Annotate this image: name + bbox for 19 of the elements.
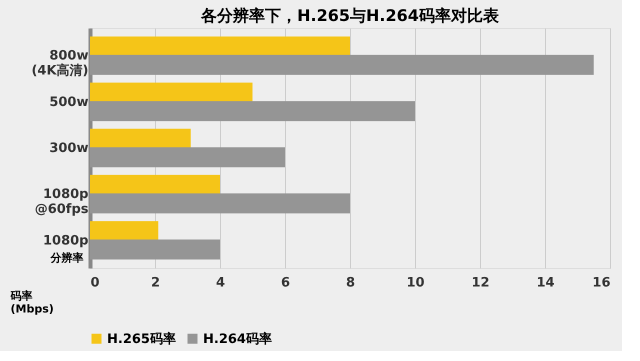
y-tick-label: 300w (49, 141, 88, 156)
x-axis-title: 码率 (Mbps) (10, 290, 54, 316)
y-tick-label: 800w (4K高清) (31, 48, 88, 79)
x-tick-label: 10 (406, 276, 425, 290)
x-tick-label: 6 (280, 276, 290, 290)
y-axis-title: 分辨率 (50, 252, 84, 264)
legend-label: H.264码率 (203, 330, 272, 347)
y-tick-label: 500w (49, 94, 88, 110)
chart-title: 各分辨率下，H.265与H.264码率对比表 (200, 6, 500, 25)
x-tick-label: 14 (536, 276, 555, 290)
y-tick-label: 1080p (43, 233, 88, 248)
x-tick-label: 12 (471, 276, 490, 290)
x-tick-label: 16 (592, 276, 610, 290)
x-tick-label: 0 (90, 276, 100, 290)
legend-label: H.265码率 (107, 330, 176, 347)
x-tick-label: 8 (346, 276, 356, 290)
x-tick-label: 2 (150, 276, 160, 290)
y-tick-label: 1080p @60fps (34, 187, 89, 218)
x-tick-label: 4 (216, 276, 226, 290)
